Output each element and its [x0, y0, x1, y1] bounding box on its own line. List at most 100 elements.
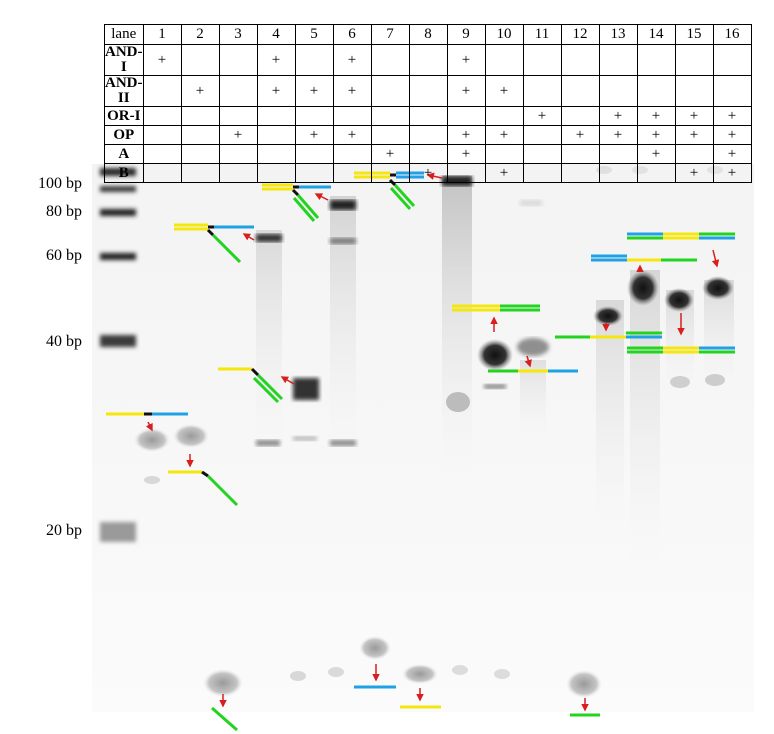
lane-number-9: 9: [446, 24, 486, 45]
lane9: [442, 176, 472, 675]
condition-table: lane 1 2 3 4 5 6 7 8 9 10 11 12 13 14 15 16 AND-I + + + + AND-…: [104, 24, 752, 183]
table-cell: [294, 163, 334, 183]
table-cell: [560, 106, 600, 126]
strand-lane14: [591, 254, 697, 262]
lane15: [664, 288, 694, 390]
table-cell: [142, 75, 182, 107]
table-cell: +: [712, 106, 752, 126]
table-cell: [712, 75, 752, 107]
table-cell: [674, 75, 714, 107]
arrow-lane6: [314, 193, 329, 201]
table-cell: +: [332, 125, 372, 145]
lane-number-6: 6: [332, 24, 372, 45]
table-cell: [636, 44, 676, 76]
table-cell: [408, 125, 448, 145]
table-cell: [218, 44, 258, 76]
lane-number-13: 13: [598, 24, 638, 45]
table-cell: +: [522, 106, 562, 126]
marker-20bp: 20 bp: [46, 522, 82, 539]
table-cell: [598, 44, 638, 76]
table-cell: [598, 75, 638, 107]
table-cell: [522, 44, 562, 76]
lane5: [290, 378, 319, 681]
table-cell: +: [636, 125, 676, 145]
band-lane1-lower: [144, 476, 160, 484]
table-cell: [560, 75, 600, 107]
table-cell: +: [712, 163, 752, 183]
lane6: [328, 196, 356, 677]
table-cell: [446, 163, 486, 183]
table-row: A + + + +: [104, 144, 752, 164]
lane16: [702, 166, 734, 390]
table-row: AND-II + + + + + +: [104, 75, 752, 107]
table-cell: +: [674, 125, 714, 145]
table-cell: [142, 144, 182, 164]
table-cell: [408, 144, 448, 164]
table-cell: [180, 163, 220, 183]
table-cell: +: [484, 163, 524, 183]
band-lane8: [402, 664, 438, 684]
row-label: A: [104, 144, 144, 164]
table-cell: +: [674, 163, 714, 183]
table-cell: +: [446, 125, 486, 145]
marker-100bp: 100 bp: [38, 175, 82, 192]
band-lane2: [173, 424, 209, 448]
table-cell: [332, 144, 372, 164]
lane-number-3: 3: [218, 24, 258, 45]
table-cell: [256, 125, 296, 145]
table-cell: [712, 44, 752, 76]
table-cell: [180, 125, 220, 145]
table-cell: [636, 163, 676, 183]
lane-number-2: 2: [180, 24, 220, 45]
strand-lane13: [555, 331, 662, 339]
table-cell: [522, 75, 562, 107]
table-cell: [218, 144, 258, 164]
table-cell: [522, 125, 562, 145]
table-cell: +: [446, 144, 486, 164]
table-cell: +: [142, 44, 182, 76]
table-cell: +: [598, 125, 638, 145]
row-label: OP: [104, 125, 144, 145]
band-lane1: [134, 428, 170, 452]
table-cell: [446, 106, 486, 126]
table-cell: [370, 44, 410, 76]
band-lane12: [566, 670, 602, 698]
table-cell: [218, 106, 258, 126]
table-cell: [522, 163, 562, 183]
band-lane7: [359, 636, 391, 660]
table-cell: [142, 163, 182, 183]
lane-number-11: 11: [522, 24, 562, 45]
table-cell: [332, 163, 372, 183]
table-cell: [598, 163, 638, 183]
table-cell: [256, 163, 296, 183]
table-cell: [142, 125, 182, 145]
table-cell: [294, 144, 334, 164]
lane14: [627, 166, 660, 570]
marker-80bp: 80 bp: [46, 203, 82, 220]
table-cell: +: [636, 144, 676, 164]
row-label: B: [104, 163, 144, 183]
lane-number-8: 8: [408, 24, 448, 45]
row-label: OR-I: [104, 106, 144, 126]
table-row: AND-I + + + +: [104, 44, 752, 76]
header-lane-label: lane: [104, 24, 144, 45]
table-header-row: lane 1 2 3 4 5 6 7 8 9 10 11 12 13 14 15 16: [104, 24, 752, 45]
lane-number-14: 14: [636, 24, 676, 45]
table-cell: +: [598, 106, 638, 126]
table-cell: [560, 44, 600, 76]
strand-lane2: [168, 470, 239, 507]
strand-lane4-top: [174, 223, 254, 264]
band-lane3: [203, 669, 243, 697]
lane-number-15: 15: [674, 24, 714, 45]
table-cell: [522, 144, 562, 164]
marker-60bp: 60 bp: [46, 247, 82, 264]
row-label: AND-II: [104, 75, 144, 107]
table-cell: +: [180, 75, 220, 107]
table-cell: [180, 44, 220, 76]
table-cell: [560, 163, 600, 183]
table-cell: +: [332, 44, 372, 76]
table-cell: [294, 106, 334, 126]
table-cell: +: [446, 75, 486, 107]
lane-number-12: 12: [560, 24, 600, 45]
table-cell: +: [712, 125, 752, 145]
